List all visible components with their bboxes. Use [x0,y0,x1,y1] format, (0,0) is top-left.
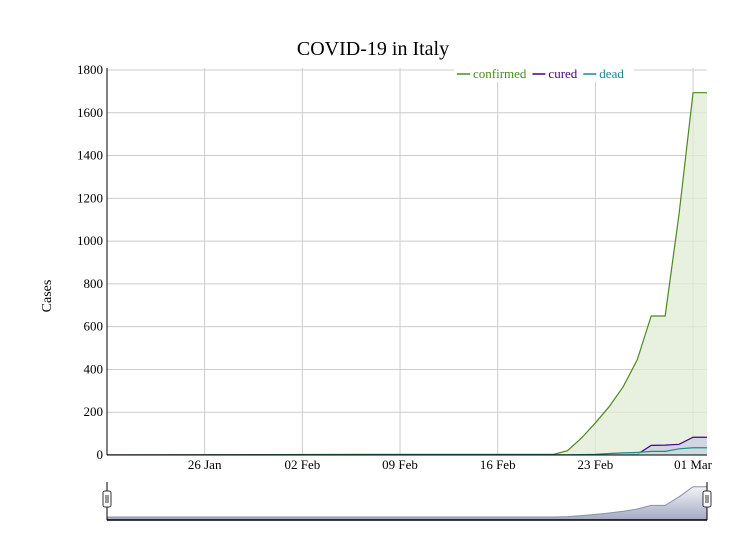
x-tick-label: 09 Feb [382,457,418,472]
x-tick-label: 26 Jan [188,457,222,472]
y-tick-label: 1200 [77,190,103,205]
x-tick-label: 23 Feb [577,457,613,472]
y-tick-label: 1600 [77,105,103,120]
y-tick-label: 400 [84,361,104,376]
legend-label-confirmed: confirmed [473,66,527,81]
legend-label-cured: cured [548,66,577,81]
range-handle-right-grip[interactable] [702,490,712,508]
chart-title: COVID-19 in Italy [297,38,449,60]
range-handle-left[interactable] [102,490,112,508]
range-handle-right[interactable] [702,490,712,508]
legend-background [454,64,634,82]
y-tick-label: 1800 [77,62,103,77]
range-overview-area [106,486,708,521]
legend: confirmed cured dead [454,64,634,82]
series-area-confirmed [107,92,707,455]
range-selector[interactable] [102,482,712,521]
y-tick-label: 800 [84,276,104,291]
x-tick-label: 01 Mar [674,457,713,472]
axes: 0 200 400 600 800 1000 1200 1400 1600 1800 26 Jan 0… [77,62,713,472]
grid [107,68,707,456]
y-tick-label: 0 [97,447,104,462]
y-tick-label: 600 [84,319,104,334]
y-tick-label: 1000 [77,233,103,248]
y-axis-label: Cases [40,280,55,313]
x-tick-label: 02 Feb [284,457,320,472]
x-tick-label: 16 Feb [480,457,516,472]
legend-label-dead: dead [599,66,624,81]
series-area [107,92,707,455]
y-tick-label: 200 [84,404,104,419]
y-tick-label: 1400 [77,148,103,163]
series-area-dead [107,447,707,455]
range-handle-left-grip[interactable] [102,490,112,508]
